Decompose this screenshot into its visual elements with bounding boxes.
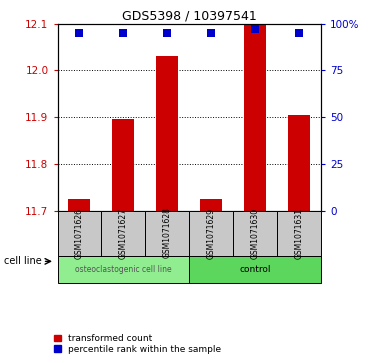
Text: GSM1071631: GSM1071631 (295, 208, 303, 258)
Legend: transformed count, percentile rank within the sample: transformed count, percentile rank withi… (53, 333, 222, 355)
Bar (145, 211, 189, 256)
Bar (58, 211, 101, 256)
Bar (189, 256, 321, 283)
Point (296, 30, 302, 36)
Title: GDS5398 / 10397541: GDS5398 / 10397541 (122, 9, 257, 23)
Text: osteoclastogenic cell line: osteoclastogenic cell line (75, 265, 172, 274)
Text: GSM1071630: GSM1071630 (250, 208, 260, 258)
Bar (58, 256, 189, 283)
Text: GSM1071626: GSM1071626 (75, 208, 84, 258)
Bar (189, 211, 233, 256)
Point (252, 26, 258, 32)
Text: control: control (239, 265, 271, 274)
Bar (156, 56, 178, 211)
Bar (101, 211, 145, 256)
Bar (233, 211, 277, 256)
Text: GSM1071627: GSM1071627 (119, 208, 128, 258)
Bar (69, 199, 91, 211)
Text: GSM1071628: GSM1071628 (163, 208, 172, 258)
Point (76, 30, 82, 36)
Point (121, 30, 127, 36)
Bar (277, 211, 321, 256)
Bar (200, 199, 222, 211)
Point (208, 30, 214, 36)
Bar (112, 119, 134, 211)
Bar (288, 115, 310, 211)
Text: GSM1071629: GSM1071629 (207, 208, 216, 258)
Bar (244, 24, 266, 211)
Text: cell line: cell line (4, 256, 42, 266)
Point (164, 30, 170, 36)
